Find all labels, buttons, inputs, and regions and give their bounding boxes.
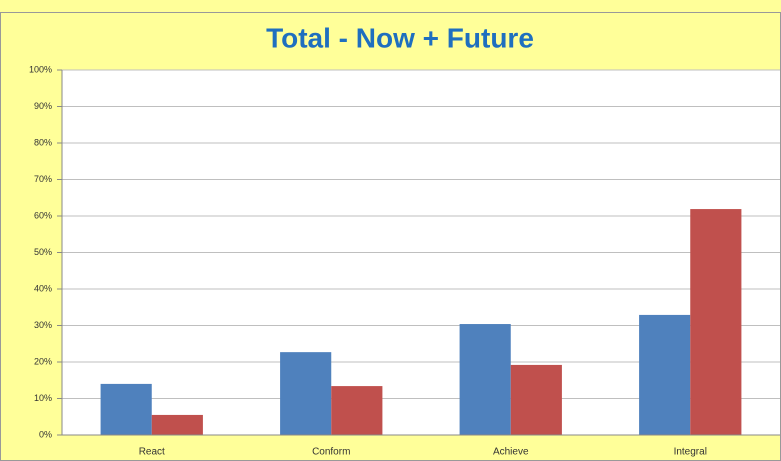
y-tick-label: 50% bbox=[34, 247, 52, 257]
y-tick-label: 0% bbox=[39, 429, 52, 439]
y-tick-label: 90% bbox=[34, 101, 52, 111]
y-tick-label: 20% bbox=[34, 356, 52, 366]
y-tick-label: 40% bbox=[34, 283, 52, 293]
bar bbox=[100, 383, 152, 435]
y-tick-label: 30% bbox=[34, 320, 52, 330]
x-tick-label: Conform bbox=[312, 447, 350, 458]
y-tick-label: 60% bbox=[34, 210, 52, 220]
x-tick-label: Integral bbox=[674, 447, 707, 458]
bar bbox=[639, 314, 691, 435]
bar bbox=[280, 352, 332, 435]
x-tick-label: React bbox=[139, 447, 165, 458]
bar bbox=[510, 364, 562, 435]
chart-title: Total - Now + Future bbox=[266, 22, 534, 53]
bar bbox=[331, 386, 383, 435]
x-tick-label: Achieve bbox=[493, 447, 529, 458]
y-tick-label: 70% bbox=[34, 174, 52, 184]
bar bbox=[151, 414, 203, 435]
y-tick-label: 10% bbox=[34, 393, 52, 403]
y-tick-label: 80% bbox=[34, 137, 52, 147]
y-tick-label: 100% bbox=[29, 64, 52, 74]
bar bbox=[459, 324, 511, 435]
bar bbox=[690, 209, 742, 435]
